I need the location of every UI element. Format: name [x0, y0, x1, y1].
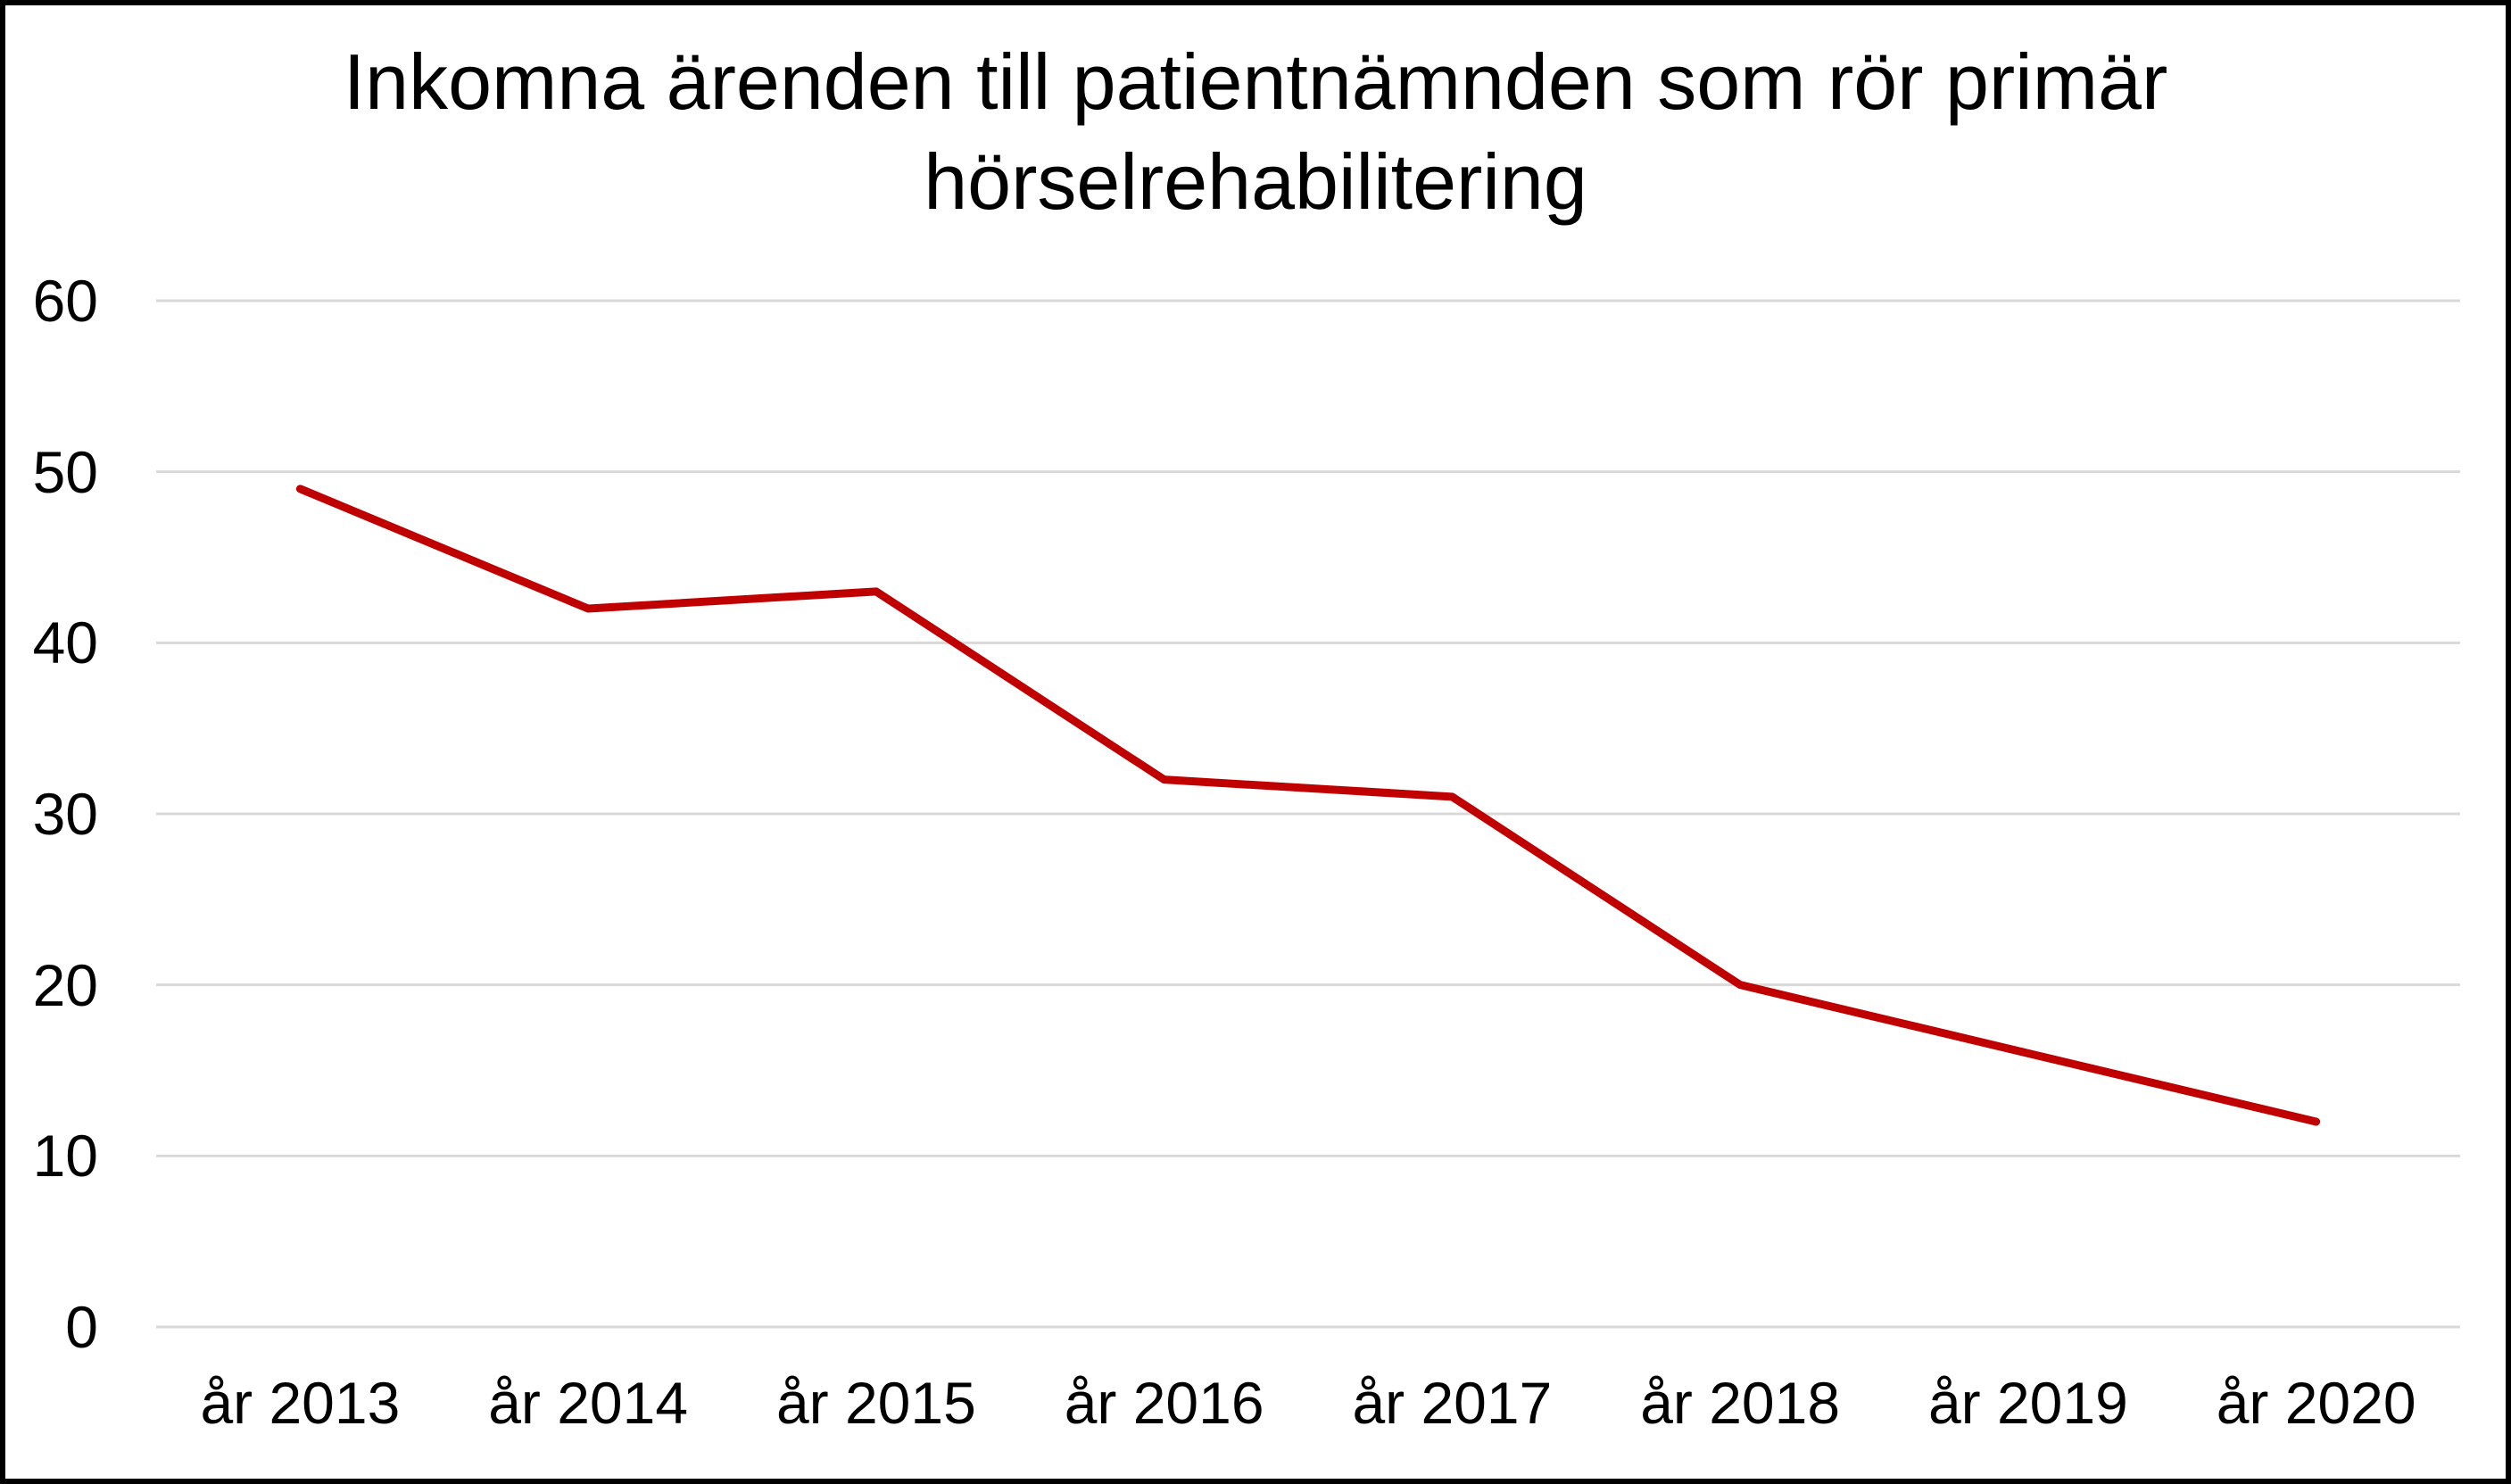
y-tick-label: 10 [32, 1123, 98, 1190]
y-tick-label: 30 [32, 781, 98, 847]
x-tick-label: år 2015 [775, 1370, 976, 1436]
data-line [295, 485, 2321, 1126]
gridlines [156, 299, 2460, 1329]
x-tick-label: år 2020 [2216, 1370, 2416, 1436]
x-tick-label: år 2017 [1352, 1370, 1553, 1436]
y-tick-label: 40 [32, 609, 98, 676]
x-tick-label: år 2014 [488, 1370, 689, 1436]
y-tick-label: 50 [32, 438, 98, 505]
x-tick-label: år 2018 [1640, 1370, 1841, 1436]
x-tick-label: år 2016 [1064, 1370, 1264, 1436]
chart-title-line-2: hörselrehabilitering [924, 137, 1587, 226]
chart-title: Inkomna ärenden till patientnämnden som … [0, 32, 2511, 232]
y-tick-label: 20 [32, 951, 98, 1018]
y-tick-label: 0 [65, 1294, 98, 1360]
chart-title-line-1: Inkomna ärenden till patientnämnden som … [343, 37, 2168, 126]
x-tick-label: år 2019 [1927, 1370, 2128, 1436]
data-series [295, 485, 2321, 1126]
y-tick-label: 60 [32, 268, 98, 334]
x-tick-label: år 2013 [200, 1370, 401, 1436]
